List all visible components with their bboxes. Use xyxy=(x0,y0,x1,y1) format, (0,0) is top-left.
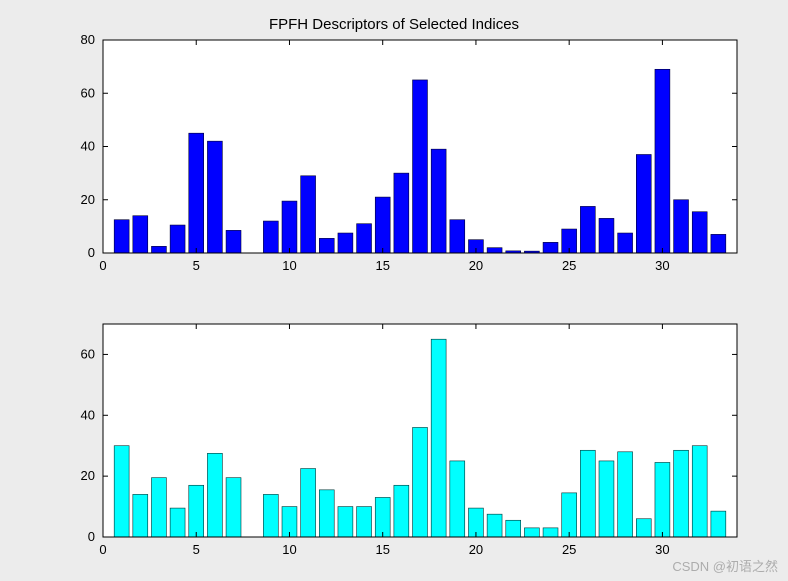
bar xyxy=(674,450,689,537)
bar xyxy=(319,490,334,537)
bar xyxy=(151,478,166,537)
bar xyxy=(487,248,502,253)
bar xyxy=(133,216,148,253)
bar xyxy=(618,233,633,253)
bar xyxy=(114,446,129,537)
bar xyxy=(170,508,185,537)
x-tick-label: 5 xyxy=(193,258,200,273)
bar xyxy=(207,453,222,537)
bar xyxy=(599,218,614,253)
bar xyxy=(338,233,353,253)
bar xyxy=(375,497,390,537)
x-tick-label: 30 xyxy=(655,542,669,557)
bar xyxy=(636,519,651,537)
bar xyxy=(357,224,372,253)
y-tick-label: 80 xyxy=(81,32,95,47)
y-tick-label: 20 xyxy=(81,468,95,483)
bar xyxy=(226,478,241,537)
y-tick-label: 40 xyxy=(81,407,95,422)
bar xyxy=(263,221,278,253)
bar xyxy=(674,200,689,253)
bar xyxy=(207,141,222,253)
bar xyxy=(655,69,670,253)
bar xyxy=(692,212,707,253)
y-tick-label: 20 xyxy=(81,192,95,207)
bar xyxy=(450,220,465,253)
bar xyxy=(394,173,409,253)
bar xyxy=(301,469,316,537)
bar xyxy=(431,149,446,253)
bar xyxy=(151,246,166,253)
bar xyxy=(636,154,651,253)
bar xyxy=(711,234,726,253)
bar xyxy=(375,197,390,253)
bar xyxy=(282,201,297,253)
x-tick-label: 20 xyxy=(469,542,483,557)
x-tick-label: 10 xyxy=(282,258,296,273)
bar xyxy=(524,528,539,537)
y-tick-label: 60 xyxy=(81,346,95,361)
y-tick-label: 40 xyxy=(81,139,95,154)
bar xyxy=(655,462,670,537)
bar xyxy=(301,176,316,253)
x-tick-label: 15 xyxy=(375,258,389,273)
bar xyxy=(599,461,614,537)
bar xyxy=(394,485,409,537)
bar xyxy=(413,427,428,537)
bar xyxy=(413,80,428,253)
bar xyxy=(357,507,372,537)
bar xyxy=(580,206,595,253)
bar xyxy=(711,511,726,537)
bar xyxy=(487,514,502,537)
x-tick-label: 30 xyxy=(655,258,669,273)
bar xyxy=(580,450,595,537)
bar xyxy=(170,225,185,253)
bar xyxy=(319,238,334,253)
x-tick-label: 25 xyxy=(562,542,576,557)
x-tick-label: 5 xyxy=(193,542,200,557)
bar xyxy=(263,494,278,537)
chart-svg: 0 5 10 15 20 25 30 0 20 40 60 80 0 5 10 15 20 25 30 0 20 40 60 xyxy=(0,0,788,581)
y-tick-label: 60 xyxy=(81,85,95,100)
bar xyxy=(618,452,633,537)
x-tick-label: 0 xyxy=(99,258,106,273)
bar xyxy=(562,493,577,537)
bar xyxy=(692,446,707,537)
x-tick-label: 25 xyxy=(562,258,576,273)
bar xyxy=(189,485,204,537)
bar xyxy=(189,133,204,253)
bar xyxy=(543,242,558,253)
y-tick-label: 0 xyxy=(88,245,95,260)
bar xyxy=(114,220,129,253)
x-tick-label: 20 xyxy=(469,258,483,273)
bar xyxy=(543,528,558,537)
x-tick-label: 0 xyxy=(99,542,106,557)
bar xyxy=(338,507,353,537)
bar xyxy=(133,494,148,537)
y-tick-label: 0 xyxy=(88,529,95,544)
bar xyxy=(226,230,241,253)
axes-container: 0 5 10 15 20 25 30 0 20 40 60 80 0 5 10 15 20 25 30 0 20 40 60 xyxy=(0,0,788,581)
bar xyxy=(506,520,521,537)
x-tick-label: 10 xyxy=(282,542,296,557)
bar xyxy=(450,461,465,537)
x-tick-label: 15 xyxy=(375,542,389,557)
bar xyxy=(431,339,446,537)
